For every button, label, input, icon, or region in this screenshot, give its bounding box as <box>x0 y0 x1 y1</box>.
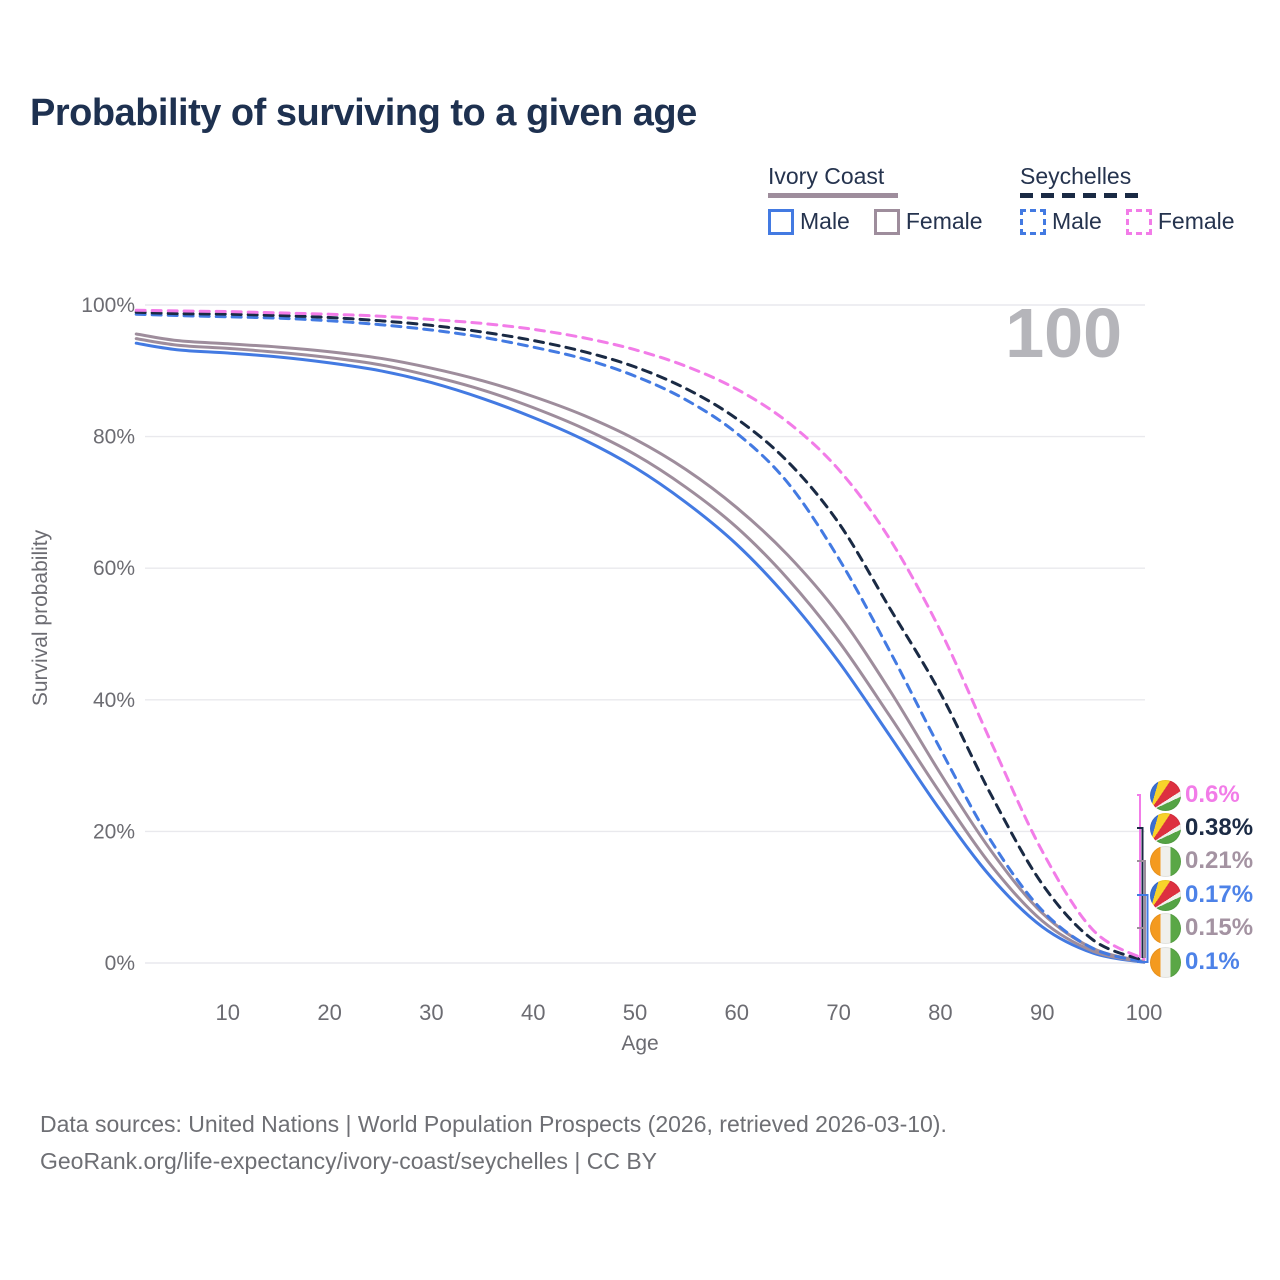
end-label-ivory-coast-both-sexes[interactable]: 0.15% <box>1150 911 1253 945</box>
y-tick-label: 60% <box>93 557 135 580</box>
ivory-coast-flag-icon <box>1150 845 1181 877</box>
y-tick-label: 20% <box>93 820 135 843</box>
series-line-ivory-coast-both-sexes[interactable] <box>134 337 1146 964</box>
end-label-seychelles-female[interactable]: 0.6% <box>1150 778 1240 812</box>
end-label-connector <box>1137 860 1146 958</box>
end-label-connector <box>1137 927 1146 958</box>
legend-item-label: Male <box>800 208 850 234</box>
page-title: Probability of surviving to a given age <box>30 92 697 134</box>
legend-group-title[interactable]: Ivory Coast <box>768 163 885 189</box>
end-label-value: 0.17% <box>1185 881 1254 908</box>
end-label-value: 0.21% <box>1185 847 1254 874</box>
y-tick-label: 80% <box>93 426 135 449</box>
legend-item-seychelles-female[interactable]: Female <box>1125 208 1235 235</box>
x-tick-label: 70 <box>826 1000 850 1025</box>
x-tick-label: 60 <box>725 1000 749 1025</box>
solid-line-style-icon <box>768 193 898 198</box>
end-label-connector <box>1137 827 1144 958</box>
legend-item-ivory-coast-male[interactable]: Male <box>768 208 850 235</box>
end-label-ivory-coast-male[interactable]: 0.1% <box>1150 945 1240 979</box>
legend-group-seychelles: Seychelles Male Female <box>1020 163 1259 235</box>
line-swatch-icon <box>873 208 900 235</box>
ivory-coast-flag-icon <box>1150 912 1181 944</box>
legend-item-label: Female <box>1157 208 1235 234</box>
x-tick-label: 40 <box>521 1000 545 1025</box>
x-tick-label: 100 <box>1126 1000 1163 1025</box>
series-line-seychelles-female[interactable] <box>134 308 1146 961</box>
end-label-value: 0.15% <box>1185 914 1254 941</box>
series-line-seychelles-both-sexes[interactable] <box>134 310 1146 962</box>
hovered-age-watermark: 100 <box>1005 294 1122 372</box>
end-label-value: 0.1% <box>1185 948 1240 975</box>
legend: Ivory Coast Male Female Seychelles Male <box>0 163 1280 243</box>
y-tick-label: 0% <box>105 952 135 975</box>
end-label-value: 0.6% <box>1185 781 1240 808</box>
end-label-ivory-coast-female[interactable]: 0.21% <box>1150 844 1253 878</box>
footer: Data sources: United Nations | World Pop… <box>40 1106 947 1180</box>
x-tick-label: 10 <box>216 1000 240 1025</box>
end-label-seychelles-male[interactable]: 0.17% <box>1150 878 1253 912</box>
end-label-connector <box>1137 958 1149 963</box>
x-tick-label: 50 <box>623 1000 647 1025</box>
dashed-line-style-icon <box>1020 193 1139 198</box>
y-tick-label: 40% <box>93 689 135 712</box>
series-line-ivory-coast-female[interactable] <box>134 332 1146 964</box>
end-label-connector <box>1137 894 1149 958</box>
series-line-ivory-coast-male[interactable] <box>134 341 1146 964</box>
legend-item-label: Male <box>1052 208 1102 234</box>
x-axis-title: Age <box>621 1032 658 1055</box>
ivory-coast-flag-icon <box>1150 946 1181 978</box>
legend-item-label: Female <box>905 208 983 234</box>
seychelles-flag-icon <box>1150 812 1181 844</box>
footer-source-url[interactable]: GeoRank.org/life-expectancy/ivory-coast/… <box>40 1148 658 1174</box>
x-tick-label: 30 <box>419 1000 443 1025</box>
end-label-seychelles-both-sexes[interactable]: 0.38% <box>1150 811 1253 845</box>
footer-data-sources: Data sources: United Nations | World Pop… <box>40 1111 947 1137</box>
line-swatch-icon <box>1020 208 1046 235</box>
line-swatch-icon <box>1125 208 1152 235</box>
line-swatch-icon <box>768 208 794 235</box>
y-tick-label: 100% <box>81 294 135 317</box>
legend-group-ivory-coast: Ivory Coast Male Female <box>768 163 1007 235</box>
seychelles-flag-icon <box>1150 879 1181 911</box>
x-tick-label: 90 <box>1030 1000 1054 1025</box>
end-label-connector <box>1137 794 1141 958</box>
legend-item-seychelles-male[interactable]: Male <box>1020 208 1102 235</box>
end-label-value: 0.38% <box>1185 814 1254 841</box>
seychelles-flag-icon <box>1150 779 1181 811</box>
legend-item-ivory-coast-female[interactable]: Female <box>873 208 983 235</box>
x-tick-label: 20 <box>317 1000 341 1025</box>
y-axis-title: Survival probability <box>29 529 52 706</box>
legend-group-title[interactable]: Seychelles <box>1020 163 1132 189</box>
x-tick-label: 80 <box>928 1000 952 1025</box>
series-line-seychelles-male[interactable] <box>134 312 1146 964</box>
